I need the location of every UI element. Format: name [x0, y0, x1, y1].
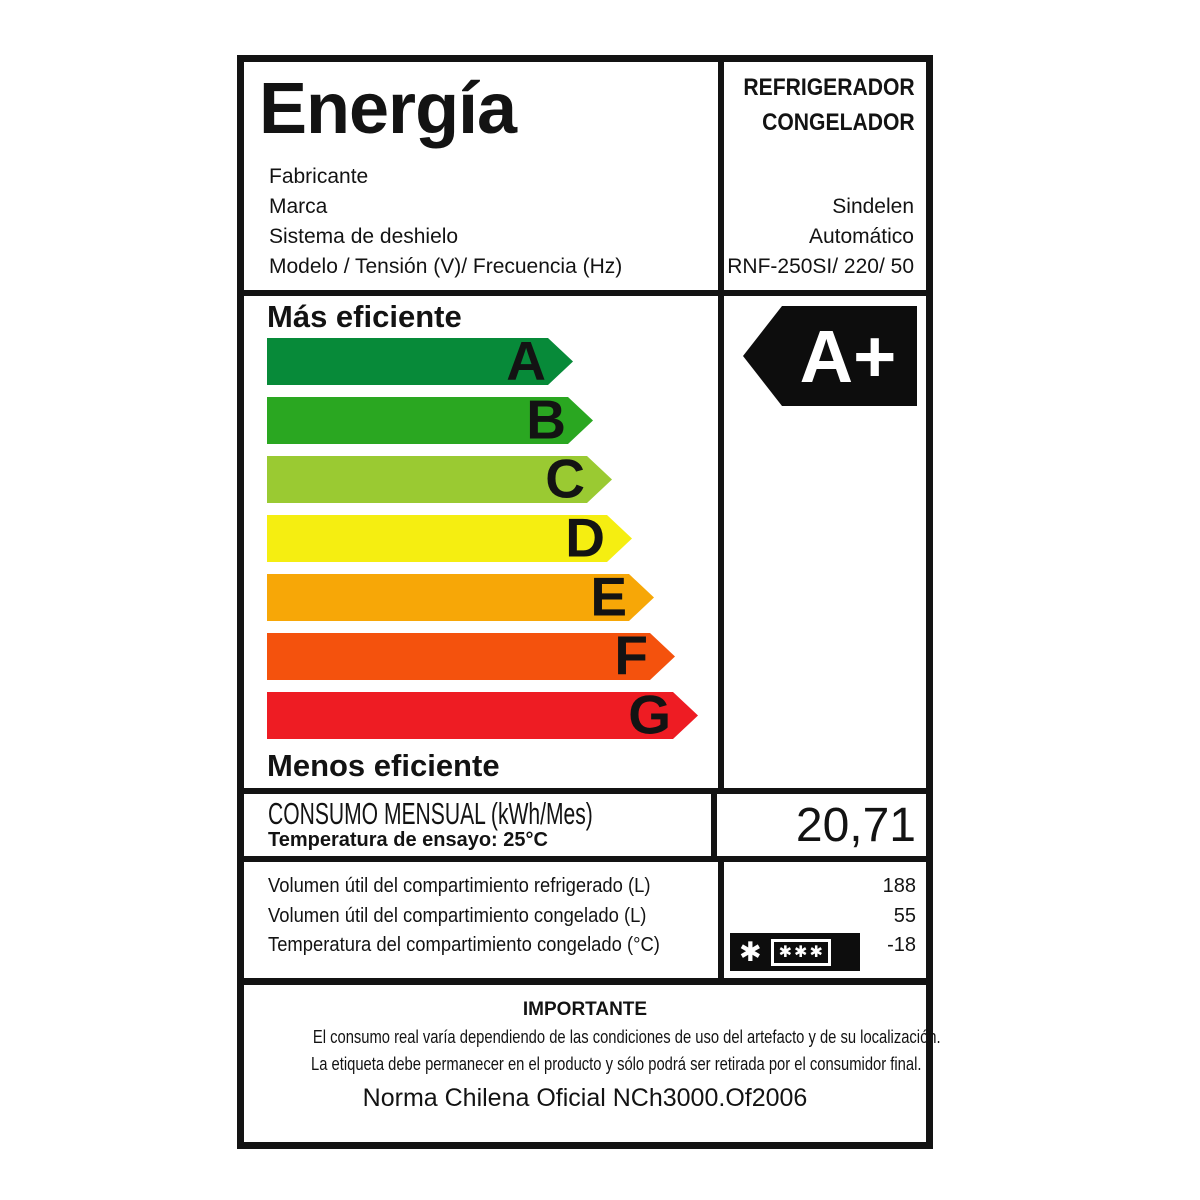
efficiency-bar-row-d: D	[267, 515, 698, 562]
freezer-star-icon: ✱	[739, 936, 762, 968]
header-row-value	[727, 162, 914, 192]
efficiency-class-letter: A	[506, 328, 546, 391]
important-line-2-wrap: La etiqueta debe permanecer en el produc…	[244, 1054, 926, 1075]
rating-arrow-shape	[743, 306, 917, 406]
details-section: Volumen útil del compartimiento refriger…	[244, 862, 926, 985]
important-line-1: El consumo real varía dependiendo de las…	[312, 1027, 941, 1047]
freezer-star-rating-badge: ✱ ✱✱✱	[730, 933, 860, 971]
detail-values: 188 55 -18	[883, 872, 916, 961]
efficiency-bar-row-a: A	[267, 338, 698, 385]
efficiency-bar-f: F	[267, 633, 675, 680]
important-section: IMPORTANTE El consumo real varía dependi…	[244, 985, 941, 1142]
header-field-labels: Fabricante Marca Sistema de deshielo Modelo…	[269, 162, 622, 282]
detail-row-value: 188	[882, 875, 916, 897]
label-title: Energía	[259, 69, 517, 149]
header-row-label: Fabricante	[269, 165, 369, 188]
efficiency-bar-row-e: E	[267, 574, 698, 621]
rating-value: A+	[800, 315, 897, 398]
efficiency-bar-d: D	[267, 515, 632, 562]
header-section: Energía Fabricante Marca Sistema de deshie…	[244, 62, 926, 296]
detail-labels: Volumen útil del compartimiento refriger…	[268, 872, 694, 961]
less-efficient-label: Menos eficiente	[267, 748, 500, 783]
consumption-left-column: CONSUMO MENSUAL (kWh/Mes) Temperatura de…	[244, 794, 711, 856]
efficiency-bar-row-g: G	[267, 692, 698, 739]
efficiency-class-letter: F	[614, 623, 648, 686]
header-row-value: Sindelen	[832, 195, 914, 218]
efficiency-bar-row-c: C	[267, 456, 698, 503]
detail-row-value: 55	[893, 904, 916, 927]
product-type-line2: CONGELADOR	[762, 109, 915, 136]
efficiency-bar-b: B	[267, 397, 593, 444]
detail-row-value: -18	[887, 934, 916, 956]
efficiency-bar-g: G	[267, 692, 698, 739]
important-line-2: La etiqueta debe permanecer en el produc…	[311, 1054, 922, 1074]
important-title: IMPORTANTE	[522, 999, 648, 1020]
consumption-label: CONSUMO MENSUAL (kWh/Mes)	[268, 796, 593, 831]
header-right-column: REFRIGERADOR CONGELADOR Sindelen Automáti…	[718, 62, 926, 290]
details-right-column: 188 55 -18 ✱ ✱✱✱	[718, 862, 926, 978]
more-efficient-label: Más eficiente	[267, 299, 462, 334]
freezer-three-stars-icon: ✱✱✱	[770, 938, 831, 966]
detail-row-label: Volumen útil del compartimiento congelad…	[268, 904, 647, 927]
important-line-1-wrap: El consumo real varía dependiendo de las…	[244, 1027, 941, 1048]
efficiency-bar-a: A	[267, 338, 573, 385]
header-left-column: Energía Fabricante Marca Sistema de deshie…	[244, 62, 718, 290]
efficiency-bar-row-b: B	[267, 397, 698, 444]
consumption-test-temperature: Temperatura de ensayo: 25°C	[268, 829, 548, 851]
header-row-value: Automático	[808, 225, 914, 248]
energy-label: Energía Fabricante Marca Sistema de deshie…	[237, 55, 941, 1149]
efficiency-bar-row-f: F	[267, 633, 698, 680]
efficiency-class-letter: C	[545, 446, 585, 509]
header-field-values: Sindelen Automático RNF-250SI/ 220/ 50	[727, 162, 914, 282]
efficiency-class-letter: E	[590, 564, 627, 627]
detail-row-label: Temperatura del compartimiento congelado…	[268, 934, 660, 956]
header-row-label: Marca	[269, 195, 328, 218]
header-row-label: Modelo / Tensión (V)/ Frecuencia (Hz)	[269, 255, 623, 278]
details-left-column: Volumen útil del compartimiento refriger…	[244, 862, 718, 978]
consumption-value: 20,71	[710, 794, 926, 856]
efficiency-class-letter: B	[526, 387, 566, 450]
efficiency-class-letter: G	[628, 682, 671, 745]
efficiency-bar-e: E	[267, 574, 654, 621]
header-row-label: Sistema de deshielo	[269, 225, 459, 248]
header-row-value: RNF-250SI/ 220/ 50	[727, 255, 914, 278]
efficiency-class-letter: D	[565, 505, 605, 568]
efficiency-bar-c: C	[267, 456, 612, 503]
rating-column: A+	[718, 296, 926, 788]
consumption-section: CONSUMO MENSUAL (kWh/Mes) Temperatura de…	[244, 794, 926, 862]
product-type-line1: REFRIGERADOR	[743, 74, 915, 101]
consumption-label-wrap: CONSUMO MENSUAL (kWh/Mes)	[268, 796, 746, 832]
rating-arrow-icon: A+	[743, 306, 917, 406]
detail-row-label: Volumen útil del compartimiento refriger…	[268, 875, 651, 897]
standard-reference: Norma Chilena Oficial NCh3000.Of2006	[362, 1084, 808, 1112]
product-type: REFRIGERADOR CONGELADOR	[744, 70, 915, 140]
